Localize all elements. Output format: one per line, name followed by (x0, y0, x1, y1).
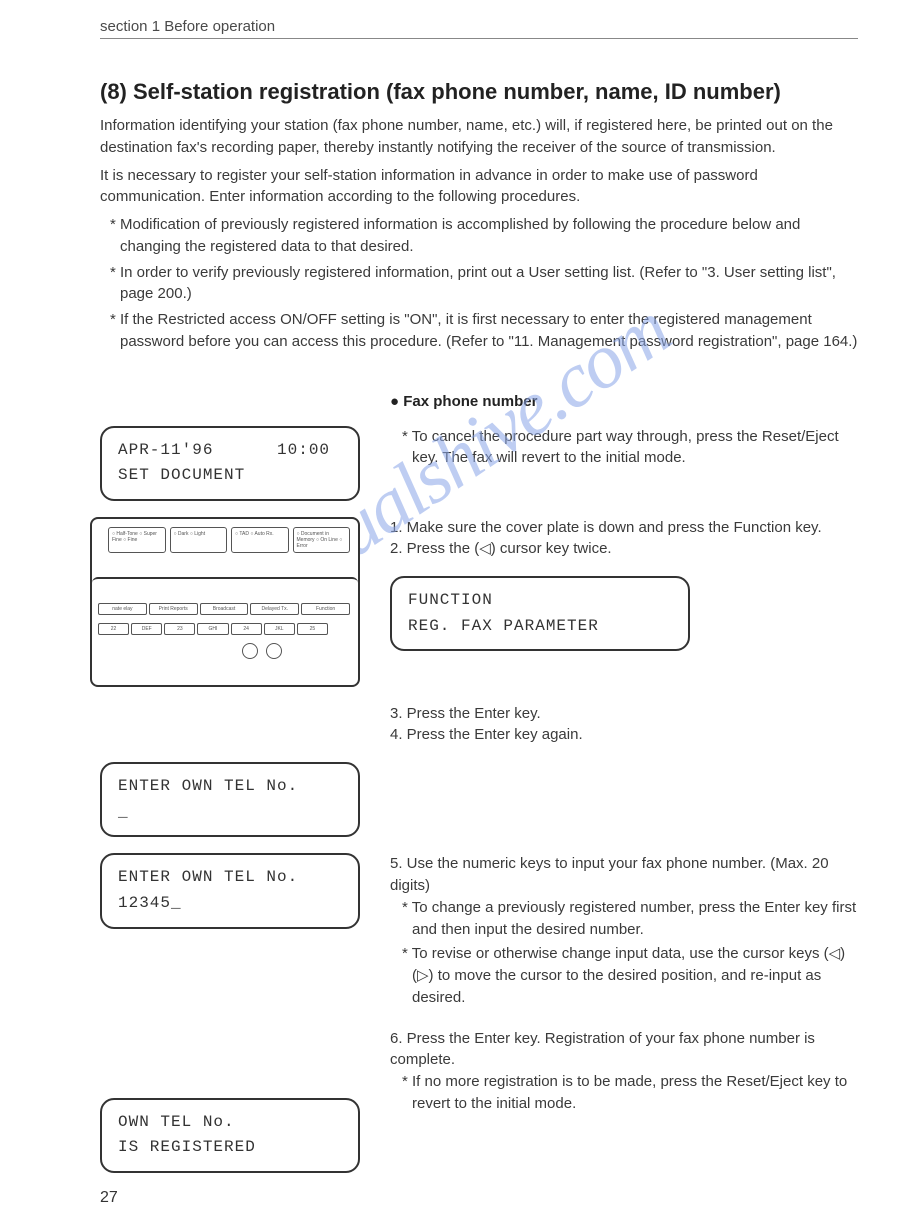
lcd-display-function: FUNCTION REG. FAX PARAMETER (390, 576, 690, 651)
cursor-left-icon (242, 643, 258, 659)
lcd-line: IS REGISTERED (118, 1135, 342, 1161)
lcd-display-tel-input: ENTER OWN TEL No. 12345_ (100, 853, 360, 928)
panel-key: 23 (164, 623, 195, 635)
lcd-line: _ (118, 800, 342, 826)
lcd-line: 12345_ (118, 891, 342, 917)
panel-key: 22 (98, 623, 129, 635)
panel-key: 24 (231, 623, 262, 635)
step-4: 4. Press the Enter key again. (390, 724, 858, 746)
step-1: 1. Make sure the cover plate is down and… (390, 517, 858, 539)
panel-indicator-group: ○ Document in Memory ○ On Line ○ Error (293, 527, 351, 553)
intro-paragraph-1: Information identifying your station (fa… (100, 115, 858, 159)
panel-indicator-group: ○ Dark ○ Light (170, 527, 228, 553)
lcd-line: ENTER OWN TEL No. (118, 865, 342, 891)
step-3: 3. Press the Enter key. (390, 703, 858, 725)
lcd-line: ENTER OWN TEL No. (118, 774, 342, 800)
panel-key: DEF (131, 623, 162, 635)
panel-key: JKL (264, 623, 295, 635)
lcd-line: SET DOCUMENT (118, 463, 342, 489)
fax-panel-illustration: ○ Half-Tone ○ Super Fine ○ Fine ○ Dark ○… (90, 517, 360, 687)
panel-key: GHI (197, 623, 228, 635)
lcd-line: APR-11'96 10:00 (118, 438, 342, 464)
cursor-right-icon (266, 643, 282, 659)
note-bullet-2: * In order to verify previously register… (100, 262, 858, 306)
note-bullet-3: * If the Restricted access ON/OFF settin… (100, 309, 858, 353)
step-5-note-b: * To revise or otherwise change input da… (390, 943, 858, 1008)
fax-phone-subhead: Fax phone number (390, 393, 858, 410)
step-2: 2. Press the (◁) cursor key twice. (390, 538, 858, 560)
step-5-note-a: * To change a previously registered numb… (390, 897, 858, 941)
lcd-display-enter-tel: ENTER OWN TEL No. _ (100, 762, 360, 837)
panel-button: Print Reports (149, 603, 198, 615)
lcd-line: FUNCTION (408, 588, 672, 614)
panel-indicator-group: ○ Half-Tone ○ Super Fine ○ Fine (108, 527, 166, 553)
panel-key: 25 (297, 623, 328, 635)
panel-button: Delayed Tx. (250, 603, 299, 615)
step-6: 6. Press the Enter key. Registration of … (390, 1028, 858, 1072)
lcd-display-registered: OWN TEL No. IS REGISTERED (100, 1098, 360, 1173)
note-bullet-1: * Modification of previously registered … (100, 214, 858, 258)
intro-paragraph-2: It is necessary to register your self-st… (100, 165, 858, 209)
section-header: section 1 Before operation (100, 18, 858, 39)
page-number: 27 (100, 1189, 858, 1207)
panel-button: Function (301, 603, 350, 615)
panel-indicator-group: ○ TAD ○ Auto Rx. (231, 527, 289, 553)
lcd-line: OWN TEL No. (118, 1110, 342, 1136)
lcd-display-initial: APR-11'96 10:00 SET DOCUMENT (100, 426, 360, 501)
panel-button: Broadcast (200, 603, 249, 615)
page-title: (8) Self-station registration (fax phone… (100, 79, 858, 105)
step-5: 5. Use the numeric keys to input your fa… (390, 853, 858, 897)
step-6-note-a: * If no more registration is to be made,… (390, 1071, 858, 1115)
lcd-line: REG. FAX PARAMETER (408, 614, 672, 640)
panel-button: nate elay (98, 603, 147, 615)
cancel-note: * To cancel the procedure part way throu… (390, 426, 858, 470)
